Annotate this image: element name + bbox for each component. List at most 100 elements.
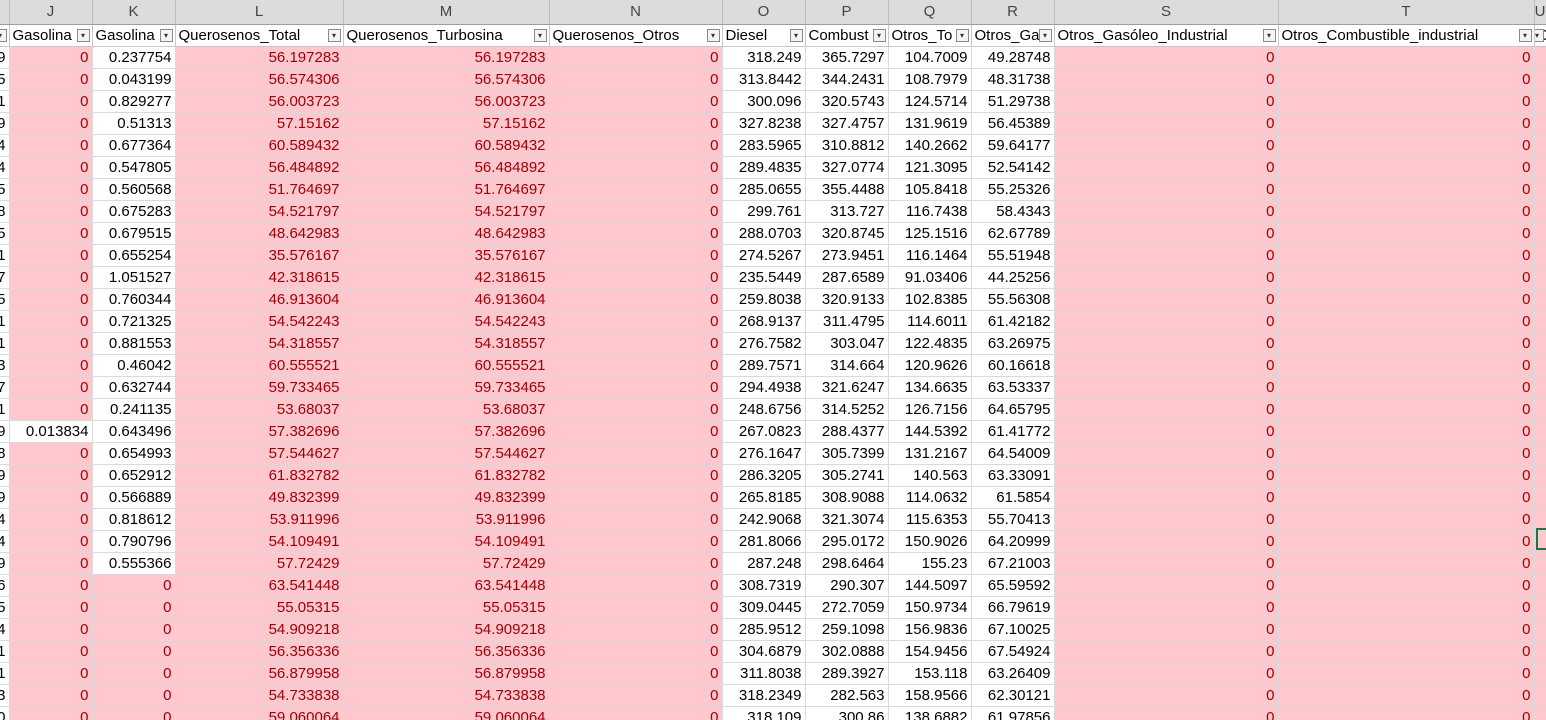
table-cell[interactable]: 0 [9, 706, 93, 720]
table-cell[interactable]: 0 [1054, 68, 1279, 91]
table-cell[interactable]: 131.2167 [888, 442, 972, 465]
table-cell[interactable]: 0 [1278, 288, 1535, 311]
header-cell[interactable]: Combust ▾ [805, 24, 889, 47]
table-cell[interactable] [1534, 662, 1546, 685]
table-cell[interactable]: 115.6353 [888, 508, 972, 531]
table-cell[interactable]: 1 [0, 310, 10, 333]
table-cell[interactable]: 0 [1054, 464, 1279, 487]
table-cell[interactable]: 0 [9, 640, 93, 663]
table-cell[interactable]: 156.9836 [888, 618, 972, 641]
table-cell[interactable]: 0 [549, 68, 723, 91]
table-cell[interactable] [1534, 288, 1546, 311]
table-cell[interactable] [1534, 354, 1546, 377]
table-cell[interactable]: 310.8812 [805, 134, 889, 157]
table-cell[interactable]: 0 [9, 684, 93, 707]
table-cell[interactable]: 54.542243 [175, 310, 344, 333]
table-cell[interactable]: 0 [1054, 574, 1279, 597]
table-cell[interactable]: 0 [9, 442, 93, 465]
table-cell[interactable]: 0 [9, 200, 93, 223]
table-cell[interactable]: 0 [1054, 266, 1279, 289]
table-cell[interactable]: 121.3095 [888, 156, 972, 179]
table-cell[interactable]: 0 [549, 288, 723, 311]
table-cell[interactable]: 305.7399 [805, 442, 889, 465]
table-cell[interactable]: 0 [1054, 112, 1279, 135]
filter-dropdown-icon[interactable]: ▾ [872, 28, 886, 42]
table-cell[interactable]: 0 [9, 332, 93, 355]
table-cell[interactable]: 0 [9, 46, 93, 69]
table-cell[interactable]: 0 [9, 486, 93, 509]
table-cell[interactable]: 0 [549, 178, 723, 201]
table-cell[interactable]: 144.5097 [888, 574, 972, 597]
table-cell[interactable] [1534, 178, 1546, 201]
table-cell[interactable]: 318.249 [722, 46, 806, 69]
table-cell[interactable]: 154.9456 [888, 640, 972, 663]
table-cell[interactable]: 0 [9, 310, 93, 333]
table-cell[interactable]: 54.109491 [343, 530, 550, 553]
table-cell[interactable]: 0.654993 [92, 442, 176, 465]
table-cell[interactable]: 0 [92, 640, 176, 663]
table-cell[interactable]: 56.574306 [175, 68, 344, 91]
table-cell[interactable]: 0 [549, 200, 723, 223]
table-cell[interactable]: 0 [1278, 684, 1535, 707]
table-cell[interactable]: 281.8066 [722, 530, 806, 553]
column-letter-r[interactable]: R [971, 0, 1055, 25]
filter-dropdown-icon[interactable]: ▾ [1038, 28, 1052, 42]
table-cell[interactable]: 302.0888 [805, 640, 889, 663]
table-cell[interactable]: 0 [9, 596, 93, 619]
table-cell[interactable] [1534, 134, 1546, 157]
table-cell[interactable]: 60.589432 [175, 134, 344, 157]
table-cell[interactable]: 54.318557 [343, 332, 550, 355]
table-cell[interactable]: 309.0445 [722, 596, 806, 619]
table-cell[interactable]: 0 [1054, 332, 1279, 355]
column-letter-i[interactable]: I [0, 0, 10, 25]
table-cell[interactable]: 56.003723 [343, 90, 550, 113]
table-cell[interactable]: 0 [0, 706, 10, 720]
column-letter-l[interactable]: L [175, 0, 344, 25]
column-letter-n[interactable]: N [549, 0, 723, 25]
table-cell[interactable]: 0 [9, 112, 93, 135]
table-cell[interactable]: 0 [9, 574, 93, 597]
table-cell[interactable]: 42.318615 [175, 266, 344, 289]
table-cell[interactable]: 0 [549, 244, 723, 267]
table-cell[interactable]: 122.4835 [888, 332, 972, 355]
table-cell[interactable]: 0 [549, 420, 723, 443]
table-cell[interactable]: 0.829277 [92, 90, 176, 113]
table-cell[interactable]: 59.733465 [343, 376, 550, 399]
table-cell[interactable]: 54.318557 [175, 332, 344, 355]
table-cell[interactable]: 0 [1278, 222, 1535, 245]
header-cell[interactable]: Otros_Ga ▾ [971, 24, 1055, 47]
table-cell[interactable]: 1 [0, 244, 10, 267]
table-cell[interactable]: 0 [1278, 134, 1535, 157]
table-cell[interactable]: 0 [9, 90, 93, 113]
table-cell[interactable]: 56.45389 [971, 112, 1055, 135]
column-letter-u[interactable]: U [1534, 0, 1546, 25]
table-cell[interactable]: 308.7319 [722, 574, 806, 597]
header-cell[interactable]: ▾ [0, 24, 10, 47]
table-cell[interactable]: 300.86 [805, 706, 889, 720]
table-cell[interactable]: 63.26975 [971, 332, 1055, 355]
table-cell[interactable]: 0.043199 [92, 68, 176, 91]
table-cell[interactable]: 58.4343 [971, 200, 1055, 223]
table-cell[interactable]: 355.4488 [805, 178, 889, 201]
table-cell[interactable]: 273.9451 [805, 244, 889, 267]
column-letter-m[interactable]: M [343, 0, 550, 25]
table-cell[interactable]: 0 [1278, 618, 1535, 641]
header-cell[interactable]: Querosenos_Turbosina ▾ [343, 24, 550, 47]
table-cell[interactable]: 0 [549, 90, 723, 113]
table-cell[interactable]: 0 [549, 486, 723, 509]
table-cell[interactable]: 287.6589 [805, 266, 889, 289]
table-cell[interactable]: 55.70413 [971, 508, 1055, 531]
table-cell[interactable]: 60.16618 [971, 354, 1055, 377]
column-letter-t[interactable]: T [1278, 0, 1535, 25]
table-cell[interactable]: 0 [549, 662, 723, 685]
table-cell[interactable]: 53.911996 [175, 508, 344, 531]
table-cell[interactable]: 288.0703 [722, 222, 806, 245]
table-cell[interactable]: 53.68037 [175, 398, 344, 421]
table-cell[interactable]: 303.047 [805, 332, 889, 355]
filter-dropdown-icon[interactable]: ▾ [159, 28, 173, 42]
column-letter-o[interactable]: O [722, 0, 806, 25]
filter-dropdown-icon[interactable]: ▾ [1262, 28, 1276, 42]
table-cell[interactable]: 48.31738 [971, 68, 1055, 91]
table-cell[interactable]: 56.879958 [175, 662, 344, 685]
table-cell[interactable]: 0 [9, 178, 93, 201]
